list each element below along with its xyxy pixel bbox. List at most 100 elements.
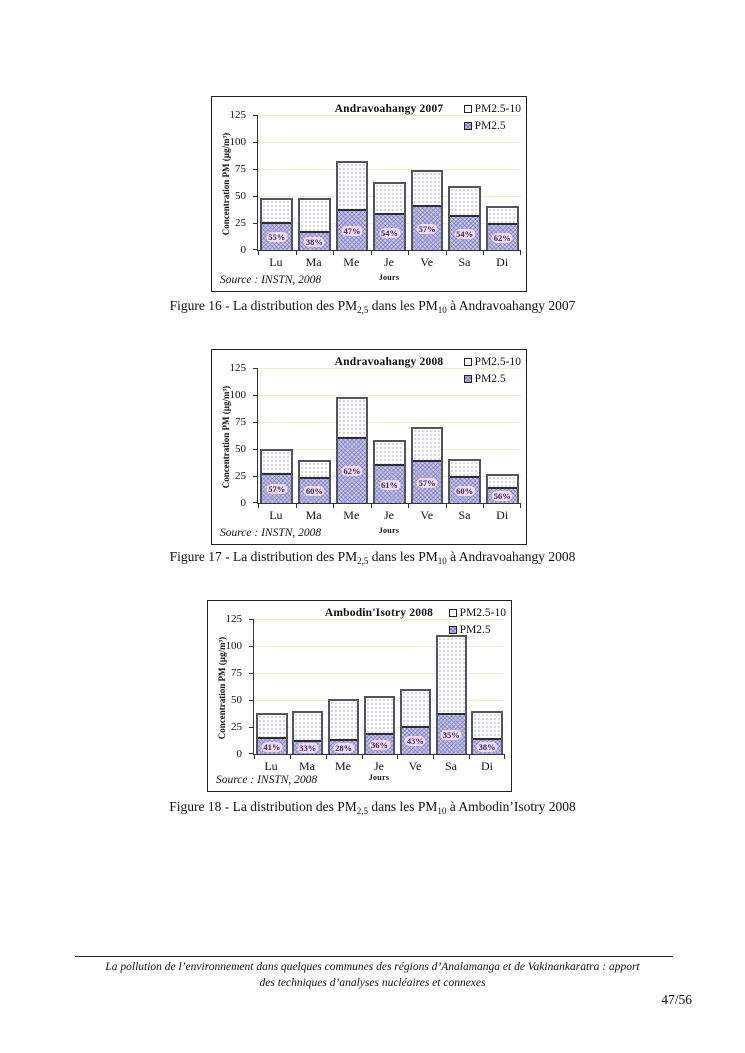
segment-pm25: 60% bbox=[300, 477, 329, 503]
segment-pm25-10 bbox=[375, 184, 404, 213]
legend-label: PM2.5 bbox=[474, 372, 506, 385]
x-category-label: Je bbox=[384, 508, 395, 522]
x-tick-mark bbox=[469, 754, 471, 759]
segment-pm25: 57% bbox=[262, 473, 292, 503]
chart-title: Andravoahangy 2007 bbox=[334, 103, 444, 115]
x-tick-mark bbox=[333, 503, 335, 508]
x-category-label: Ve bbox=[420, 508, 434, 522]
stacked-bar-lu: 41% bbox=[256, 713, 288, 754]
figure-18-caption: Figure 18 - La distribution des PM2,5 da… bbox=[0, 799, 745, 816]
footer-line-1: La pollution de l’environnement dans que… bbox=[105, 961, 640, 973]
x-category-label: Ve bbox=[408, 759, 422, 773]
y-tick-label: 25 bbox=[235, 217, 246, 229]
x-category-label: Lu bbox=[269, 255, 283, 269]
bar-slot: 62% bbox=[333, 397, 371, 503]
segment-pm25: 35% bbox=[437, 713, 465, 754]
figure-16-caption: Figure 16 - La distribution des PM2,5 da… bbox=[0, 298, 745, 315]
stacked-bar-lu: 55% bbox=[260, 198, 294, 250]
bar-slot: 38% bbox=[296, 198, 334, 250]
x-category-label: Ve bbox=[420, 255, 434, 269]
y-tick-mark bbox=[253, 196, 258, 197]
segment-pm25: 33% bbox=[294, 740, 322, 754]
x-category-label: Ma bbox=[305, 255, 322, 269]
bar-percent-label: 28% bbox=[333, 742, 355, 753]
gridline bbox=[258, 169, 521, 170]
bar-slot: 62% bbox=[483, 206, 521, 250]
bar-percent-label: 56% bbox=[491, 491, 513, 501]
bars-group: 55% 38% 47% 54% 57% 54% 62% bbox=[258, 116, 521, 250]
x-tick-mark bbox=[483, 503, 485, 508]
caption-text: dans les PM bbox=[368, 298, 438, 313]
segment-pm25-10 bbox=[300, 462, 329, 477]
figure-17-caption: Figure 17 - La distribution des PM2,5 da… bbox=[0, 549, 745, 566]
chart-legend: PM2.5-10 PM2.5 bbox=[463, 101, 521, 134]
x-axis-label: Jours bbox=[378, 526, 400, 535]
gridline bbox=[254, 646, 505, 647]
x-tick-mark bbox=[504, 754, 505, 759]
x-category-label: Ma bbox=[305, 508, 322, 522]
y-tick-label: 25 bbox=[231, 721, 242, 733]
segment-pm25-10 bbox=[262, 451, 292, 473]
y-tick-label: 50 bbox=[231, 694, 242, 706]
segment-pm25-10 bbox=[412, 172, 442, 205]
figure-16-chart: Andravoahangy 2007 PM2.5-10 PM2.5 Concen… bbox=[211, 96, 527, 292]
y-tick-mark bbox=[253, 223, 258, 224]
y-tick-mark bbox=[253, 368, 258, 369]
segment-pm25-10 bbox=[337, 163, 367, 209]
y-tick-mark bbox=[253, 142, 258, 143]
y-tick-mark bbox=[249, 646, 254, 647]
caption-text: dans les PM bbox=[368, 549, 438, 564]
bar-slot: 60% bbox=[446, 459, 484, 503]
caption-text: Figure 16 - La distribution des PM bbox=[169, 298, 358, 313]
bar-percent-label: 55% bbox=[266, 232, 288, 242]
x-tick-mark bbox=[333, 250, 335, 255]
y-tick-label: 125 bbox=[229, 109, 247, 121]
segment-pm25-10 bbox=[375, 442, 404, 464]
segment-pm25: 28% bbox=[330, 739, 358, 754]
stacked-bar-ma: 60% bbox=[298, 460, 331, 503]
stacked-bar-sa: 35% bbox=[435, 635, 467, 754]
bar-percent-label: 60% bbox=[454, 485, 476, 496]
y-tick-label: 100 bbox=[229, 389, 247, 401]
bar-slot: 57% bbox=[258, 449, 296, 503]
bar-slot: 38% bbox=[469, 711, 505, 754]
segment-pm25: 57% bbox=[412, 205, 442, 250]
segment-pm25: 62% bbox=[337, 437, 367, 503]
figure-18-chart: Ambodin'Isotry 2008 PM2.5-10 PM2.5 Conce… bbox=[207, 600, 512, 792]
stacked-bar-me: 62% bbox=[335, 397, 369, 503]
bar-percent-label: 57% bbox=[266, 484, 288, 494]
bars-group: 57% 60% 62% 61% 57% 60% 56% bbox=[258, 369, 521, 503]
bar-slot: 57% bbox=[408, 427, 446, 503]
plot-area: 41% 33% 28% 36% 43% 35% 38% bbox=[249, 619, 505, 759]
pm25-10-swatch-icon bbox=[463, 358, 472, 367]
source-note: Source : INSTN, 2008 bbox=[216, 774, 318, 786]
x-category-label: Sa bbox=[458, 255, 471, 269]
bar-percent-label: 54% bbox=[379, 227, 401, 238]
bar-slot: 60% bbox=[296, 460, 334, 503]
segment-pm25-10 bbox=[300, 200, 329, 231]
x-category-label: Di bbox=[496, 508, 509, 522]
x-tick-mark bbox=[408, 250, 410, 255]
bar-percent-label: 38% bbox=[476, 742, 498, 752]
segment-pm25: 47% bbox=[337, 209, 367, 250]
bar-slot: 43% bbox=[397, 689, 433, 754]
segment-pm25: 41% bbox=[258, 737, 286, 754]
x-axis-label: Jours bbox=[378, 273, 400, 282]
legend-item-pm25-10: PM2.5-10 bbox=[448, 605, 506, 622]
stacked-bar-ma: 38% bbox=[298, 198, 331, 250]
x-category-label: Je bbox=[374, 759, 384, 773]
stacked-bar-di: 38% bbox=[471, 711, 503, 754]
y-tick-label: 75 bbox=[231, 667, 242, 679]
legend-label: PM2.5-10 bbox=[474, 356, 521, 368]
x-axis-label: Jours bbox=[368, 773, 390, 782]
bar-slot: 56% bbox=[483, 474, 521, 503]
segment-pm25-10 bbox=[437, 637, 465, 713]
y-tick-label: 0 bbox=[240, 244, 247, 256]
segment-pm25: 60% bbox=[450, 476, 480, 503]
segment-pm25: 54% bbox=[450, 215, 480, 250]
stacked-bar-je: 54% bbox=[373, 182, 406, 250]
legend-item-pm25-10: PM2.5-10 bbox=[463, 354, 521, 371]
segment-pm25-10 bbox=[450, 188, 480, 215]
y-tick-mark bbox=[253, 249, 258, 250]
bar-percent-label: 36% bbox=[369, 739, 390, 750]
